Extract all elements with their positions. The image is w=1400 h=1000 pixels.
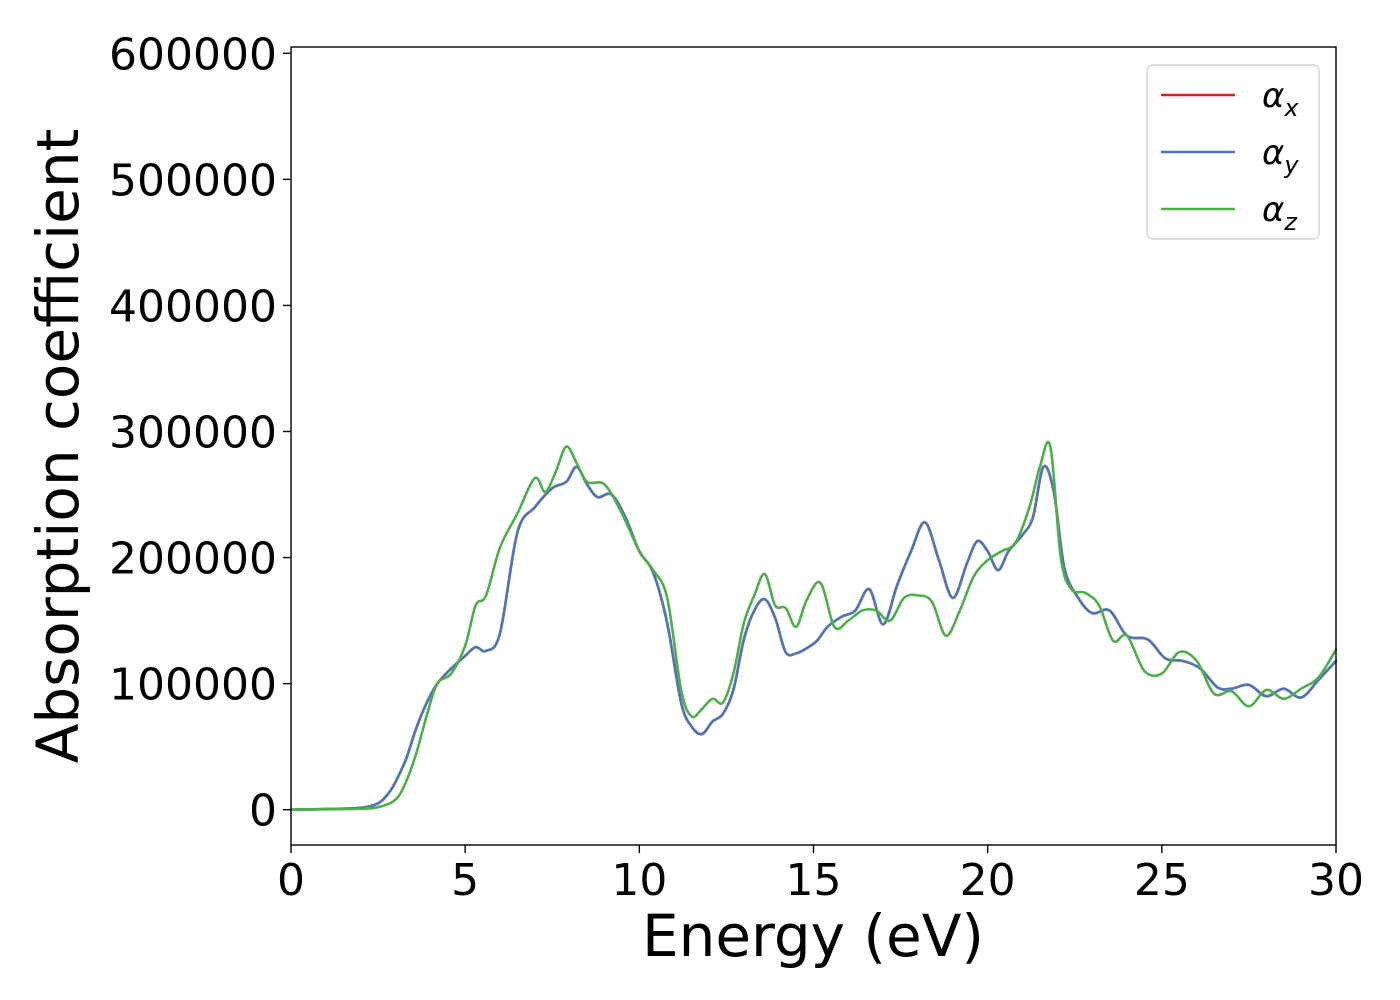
x-tick-label: 15 xyxy=(786,855,842,906)
y-tick-label: 200000 xyxy=(109,534,277,585)
x-tick-label: 30 xyxy=(1308,855,1364,906)
legend-label-x: αx xyxy=(1262,76,1299,122)
legend-label-z: αz xyxy=(1262,190,1298,236)
x-tick-label: 10 xyxy=(611,855,667,906)
x-tick-label: 20 xyxy=(960,855,1016,906)
legend: αx αy αz xyxy=(1146,64,1320,240)
x-axis-title: Energy (eV) xyxy=(642,902,984,970)
x-tick-label: 0 xyxy=(277,855,305,906)
legend-label-y: αy xyxy=(1262,133,1299,179)
x-tick-label: 25 xyxy=(1134,855,1190,906)
x-axis: 0 5 10 15 20 25 30 xyxy=(277,845,1364,906)
x-tick-label: 5 xyxy=(451,855,479,906)
y-tick-label: 600000 xyxy=(109,29,277,80)
y-tick-label: 0 xyxy=(249,786,277,837)
y-tick-label: 300000 xyxy=(109,408,277,459)
y-tick-label: 400000 xyxy=(109,281,277,332)
series-layer xyxy=(289,440,1338,811)
series-line-z xyxy=(289,440,1338,811)
series-line-y xyxy=(289,464,1338,811)
y-tick-label: 100000 xyxy=(109,660,277,711)
y-axis-title: Absorption coefficient xyxy=(24,129,92,764)
y-axis: 0 100000 200000 300000 400000 500000 600000 xyxy=(109,29,291,837)
y-tick-label: 500000 xyxy=(109,155,277,206)
